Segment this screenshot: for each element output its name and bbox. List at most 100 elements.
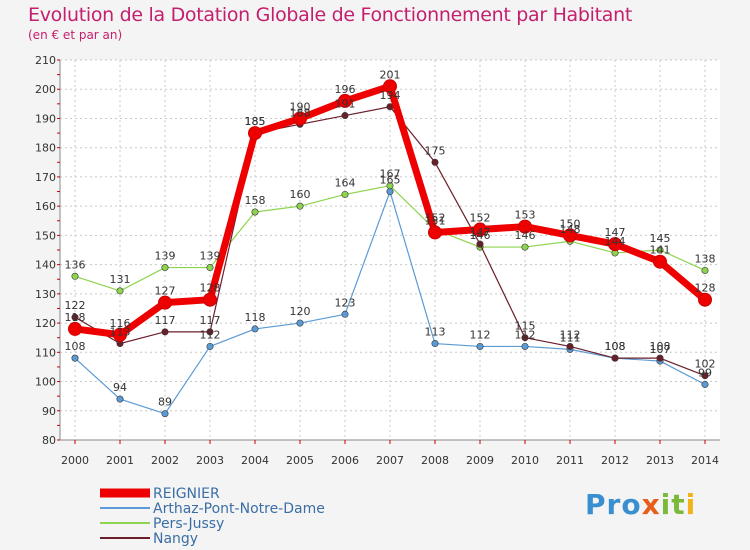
data-point-pers bbox=[251, 208, 259, 216]
x-tick-label: 2012 bbox=[601, 454, 629, 467]
y-tick-label: 80 bbox=[42, 434, 56, 447]
data-point-arthaz bbox=[251, 325, 259, 333]
data-label-reignier: 128 bbox=[695, 282, 716, 295]
y-tick-label: 130 bbox=[35, 288, 56, 301]
data-label-pers: 148 bbox=[560, 223, 581, 236]
data-point-reignier bbox=[158, 295, 172, 310]
data-point-nangy bbox=[566, 342, 574, 350]
data-label-nangy: 108 bbox=[650, 340, 671, 353]
data-label-nangy: 185 bbox=[245, 115, 266, 128]
y-tick-label: 200 bbox=[35, 83, 56, 96]
x-tick-label: 2008 bbox=[421, 454, 449, 467]
data-point-arthaz bbox=[296, 319, 304, 327]
data-point-nangy bbox=[206, 328, 214, 336]
data-point-reignier bbox=[68, 321, 82, 336]
data-label-pers: 160 bbox=[290, 188, 311, 201]
y-tick-label: 140 bbox=[35, 259, 56, 272]
legend-label-pers: Pers-Jussy bbox=[153, 516, 224, 532]
x-tick-label: 2013 bbox=[646, 454, 674, 467]
data-label-pers: 131 bbox=[110, 273, 131, 286]
data-label-arthaz: 111 bbox=[560, 331, 581, 344]
data-label-arthaz: 108 bbox=[65, 340, 86, 353]
data-point-arthaz bbox=[116, 395, 124, 403]
data-label-reignier: 128 bbox=[200, 282, 221, 295]
data-point-pers bbox=[656, 246, 664, 254]
data-label-arthaz: 94 bbox=[113, 381, 127, 394]
data-point-nangy bbox=[656, 354, 664, 362]
data-label-arthaz: 123 bbox=[335, 296, 356, 309]
data-label-arthaz: 112 bbox=[200, 328, 221, 341]
x-tick-label: 2001 bbox=[106, 454, 134, 467]
data-label-pers: 139 bbox=[200, 250, 221, 263]
data-point-arthaz bbox=[386, 188, 394, 196]
data-point-nangy bbox=[701, 372, 709, 380]
data-label-reignier: 151 bbox=[425, 214, 446, 227]
y-tick-label: 120 bbox=[35, 317, 56, 330]
data-label-reignier: 190 bbox=[290, 100, 311, 113]
data-label-arthaz: 89 bbox=[158, 396, 172, 409]
data-label-arthaz: 107 bbox=[650, 343, 671, 356]
y-tick-label: 170 bbox=[35, 171, 56, 184]
legend-label-nangy: Nangy bbox=[153, 531, 198, 547]
data-point-nangy bbox=[71, 313, 79, 321]
y-tick-label: 190 bbox=[35, 112, 56, 125]
data-point-reignier bbox=[518, 219, 532, 234]
data-label-reignier: 141 bbox=[650, 244, 671, 257]
data-label-nangy: 108 bbox=[605, 340, 626, 353]
x-tick-label: 2009 bbox=[466, 454, 494, 467]
data-label-reignier: 196 bbox=[335, 83, 356, 96]
data-point-reignier bbox=[203, 292, 217, 307]
x-tick-label: 2006 bbox=[331, 454, 359, 467]
x-tick-label: 2004 bbox=[241, 454, 269, 467]
y-tick-label: 180 bbox=[35, 142, 56, 155]
data-point-nangy bbox=[476, 240, 484, 248]
data-label-pers: 146 bbox=[470, 229, 491, 242]
data-label-nangy: 147 bbox=[470, 226, 491, 239]
data-label-arthaz: 112 bbox=[470, 328, 491, 341]
data-point-arthaz bbox=[206, 342, 214, 350]
data-label-nangy: 112 bbox=[560, 328, 581, 341]
data-point-nangy bbox=[611, 354, 619, 362]
data-label-reignier: 118 bbox=[65, 311, 86, 324]
data-point-reignier bbox=[473, 222, 487, 237]
data-label-reignier: 150 bbox=[560, 217, 581, 230]
x-tick-label: 2011 bbox=[556, 454, 584, 467]
data-label-reignier: 147 bbox=[605, 226, 626, 239]
data-point-pers bbox=[341, 190, 349, 198]
data-point-nangy bbox=[341, 112, 349, 120]
y-tick-label: 210 bbox=[35, 54, 56, 67]
data-point-arthaz bbox=[521, 342, 529, 350]
data-point-pers bbox=[701, 266, 709, 274]
legend-label-arthaz: Arthaz-Pont-Notre-Dame bbox=[153, 501, 325, 517]
data-point-pers bbox=[521, 243, 529, 251]
proxiti-logo: Proxiti bbox=[585, 488, 697, 521]
data-label-nangy: 113 bbox=[110, 326, 131, 339]
data-label-arthaz: 112 bbox=[515, 328, 536, 341]
data-label-pers: 167 bbox=[380, 168, 401, 181]
x-tick-label: 2014 bbox=[691, 454, 719, 467]
data-point-nangy bbox=[161, 328, 169, 336]
chart-title: Evolution de la Dotation Globale de Fonc… bbox=[28, 4, 633, 26]
x-tick-label: 2000 bbox=[61, 454, 89, 467]
data-label-nangy: 191 bbox=[335, 98, 356, 111]
data-point-arthaz bbox=[701, 380, 709, 388]
data-point-pers bbox=[116, 287, 124, 295]
data-label-reignier: 153 bbox=[515, 209, 536, 222]
y-tick-label: 90 bbox=[42, 405, 56, 418]
data-point-reignier bbox=[338, 93, 352, 108]
y-tick-label: 110 bbox=[35, 346, 56, 359]
data-point-pers bbox=[296, 202, 304, 210]
x-tick-label: 2002 bbox=[151, 454, 179, 467]
data-point-nangy bbox=[521, 334, 529, 342]
data-point-reignier bbox=[608, 237, 622, 252]
data-label-pers: 146 bbox=[515, 229, 536, 242]
data-point-pers bbox=[71, 272, 79, 280]
data-point-pers bbox=[161, 264, 169, 272]
data-point-arthaz bbox=[476, 342, 484, 350]
data-label-arthaz: 118 bbox=[245, 311, 266, 324]
data-label-pers: 145 bbox=[650, 232, 671, 245]
x-tick-label: 2003 bbox=[196, 454, 224, 467]
data-label-pers: 164 bbox=[335, 176, 356, 189]
data-label-arthaz: 165 bbox=[380, 174, 401, 187]
y-tick-label: 100 bbox=[35, 376, 56, 389]
